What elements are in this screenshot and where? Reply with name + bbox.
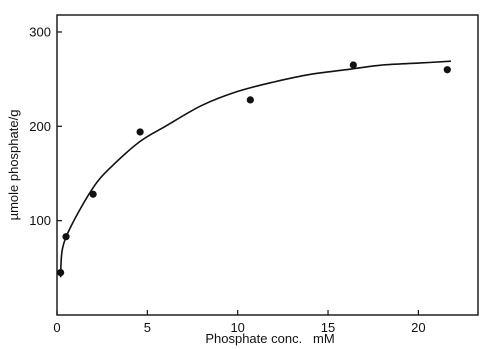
data-point (89, 190, 97, 198)
y-tick-label: 200 (29, 119, 51, 134)
x-tick-label: 15 (321, 320, 335, 335)
plot-area: 0 5 10 15 20 100 200 300 (29, 14, 479, 335)
data-point (136, 128, 144, 136)
data-point (349, 61, 357, 69)
x-tick-label: 20 (411, 320, 425, 335)
x-axis-label: Phosphate conc. mM (205, 331, 334, 346)
x-tick-label: 0 (53, 320, 60, 335)
x-tick-label: 5 (144, 320, 151, 335)
data-point (246, 96, 254, 104)
data-point (62, 233, 70, 241)
fit-curve (59, 60, 451, 278)
x-tick-label: 10 (230, 320, 244, 335)
y-tick-label: 300 (29, 24, 51, 39)
y-axis-label: µmole phosphate/g (6, 110, 21, 221)
y-tick-label: 100 (29, 213, 51, 228)
x-axis-ticks: 0 5 10 15 20 (53, 310, 426, 335)
plot-frame (56, 14, 479, 316)
data-point (57, 268, 65, 277)
fit-curve-layer (59, 60, 451, 278)
y-axis-ticks: 100 200 300 (29, 24, 62, 228)
data-points-layer (57, 61, 451, 277)
data-point (443, 66, 451, 74)
